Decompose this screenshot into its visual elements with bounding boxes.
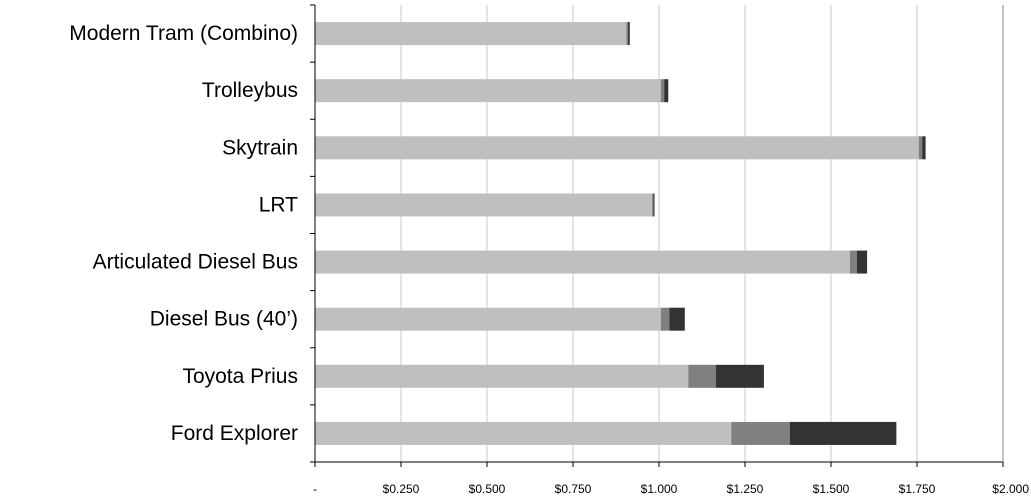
bar-segment-2 [652,193,654,217]
category-label: Modern Tram (Combino) [69,22,298,45]
bar-segment-1 [315,193,653,217]
category-label: Toyota Prius [182,365,298,388]
bar-segment-3 [653,193,655,217]
bar-segment-2 [849,250,857,274]
category-label: LRT [259,193,298,216]
x-tick-label: $0.500 [469,482,506,496]
bar-segment-1 [315,22,627,46]
category-label: Trolleybus [202,79,298,102]
bars [315,22,926,445]
bar-segment-3 [669,307,685,331]
bar-segment-1 [315,136,919,160]
x-tick-label: $0.250 [383,482,420,496]
x-tick-label: $1.250 [727,482,764,496]
x-tick-label: $1.000 [641,482,678,496]
bar-segment-3 [789,421,897,445]
bar-segment-1 [315,250,850,274]
bar-segment-2 [660,307,670,331]
bar-segment-1 [315,364,689,388]
x-tick-labels: - $0.250 $0.500 $0.750 $1.000 $1.250 $1.500 $1.… [313,482,1029,496]
category-label: Articulated Diesel Bus [93,251,298,274]
bar-segment-3 [664,79,669,103]
bar-segment-1 [315,421,732,445]
bar-segment-1 [315,79,661,103]
category-label: Ford Explorer [171,422,298,445]
bar-segment-3 [628,22,630,46]
x-tick-label: $1.750 [899,482,936,496]
x-tick-label: $1.500 [813,482,850,496]
gridlines [400,5,1004,462]
x-tick-label: - [313,482,317,496]
bar-segment-2 [731,421,790,445]
category-label: Skytrain [222,136,298,159]
bar-segment-3 [922,136,926,160]
axes [310,4,1004,467]
bar-segment-2 [660,79,665,103]
bar-segment-2 [626,22,629,46]
category-label: Diesel Bus (40’) [150,308,298,331]
x-tick-label: $0.750 [555,482,592,496]
category-labels: Modern Tram (Combino) Trolleybus Skytrain L… [69,22,298,445]
x-tick-label: $2.000 [992,482,1029,496]
bar-segment-1 [315,307,661,331]
bar-segment-3 [856,250,868,274]
bar-segment-3 [715,364,764,388]
bar-segment-2 [688,364,716,388]
bar-segment-2 [918,136,923,160]
